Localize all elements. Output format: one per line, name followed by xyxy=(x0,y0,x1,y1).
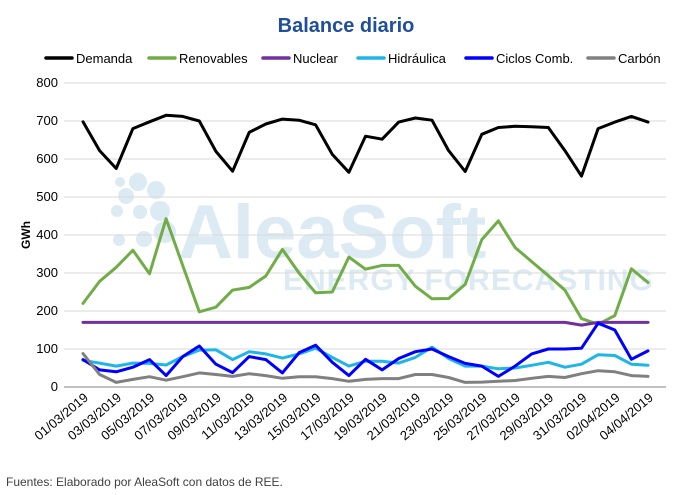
watermark-dot-3 xyxy=(129,173,147,191)
legend-label-1: Renovables xyxy=(179,51,248,66)
series-line-2 xyxy=(81,320,650,327)
watermark-dot-1 xyxy=(118,188,134,204)
y-tick-label-100: 100 xyxy=(36,341,58,356)
legend-label-3: Hidráulica xyxy=(388,51,447,66)
y-tick-label-200: 200 xyxy=(36,303,58,318)
x-axis: 01/03/201903/03/201905/03/201907/03/2019… xyxy=(31,390,655,443)
y-tick-label-600: 600 xyxy=(36,151,58,166)
y-tick-label-700: 700 xyxy=(36,113,58,128)
y-tick-label-500: 500 xyxy=(36,189,58,204)
series-lines xyxy=(81,113,650,384)
series-line-5 xyxy=(81,352,650,384)
watermark-dot-8 xyxy=(113,234,125,246)
chart-title: Balance diario xyxy=(278,15,415,37)
grid xyxy=(64,82,666,388)
watermark-dot-4 xyxy=(147,181,165,199)
watermark-brand: AleaSoft xyxy=(178,190,486,275)
legend-label-0: Demanda xyxy=(76,51,133,66)
y-tick-label-800: 800 xyxy=(36,75,58,90)
y-tick-label-0: 0 xyxy=(51,379,58,394)
watermark-dot-2 xyxy=(111,205,123,217)
y-axis-label: GWh xyxy=(19,221,33,249)
legend: Demanda Renovables Nuclear Hidráulica Ciclos… xyxy=(44,51,661,66)
watermark-dot-9 xyxy=(136,231,152,247)
watermark-dot-7 xyxy=(133,205,147,219)
series-line-4 xyxy=(81,321,650,378)
series-line-1 xyxy=(81,217,650,326)
y-tick-label-300: 300 xyxy=(36,265,58,280)
y-tick-label-400: 400 xyxy=(36,227,58,242)
watermark-dot-5 xyxy=(150,201,170,221)
y-axis: 0 100 200 300 400 500 600 700 800 xyxy=(36,75,58,394)
legend-label-4: Ciclos Comb. xyxy=(496,51,573,66)
legend-label-2: Nuclear xyxy=(293,51,338,66)
series-line-0 xyxy=(81,113,650,178)
source-note: Fuentes: Elaborado por AleaSoft con dato… xyxy=(6,475,283,489)
legend-label-5: Carbón xyxy=(618,51,661,66)
watermark-dot-0 xyxy=(115,177,125,187)
